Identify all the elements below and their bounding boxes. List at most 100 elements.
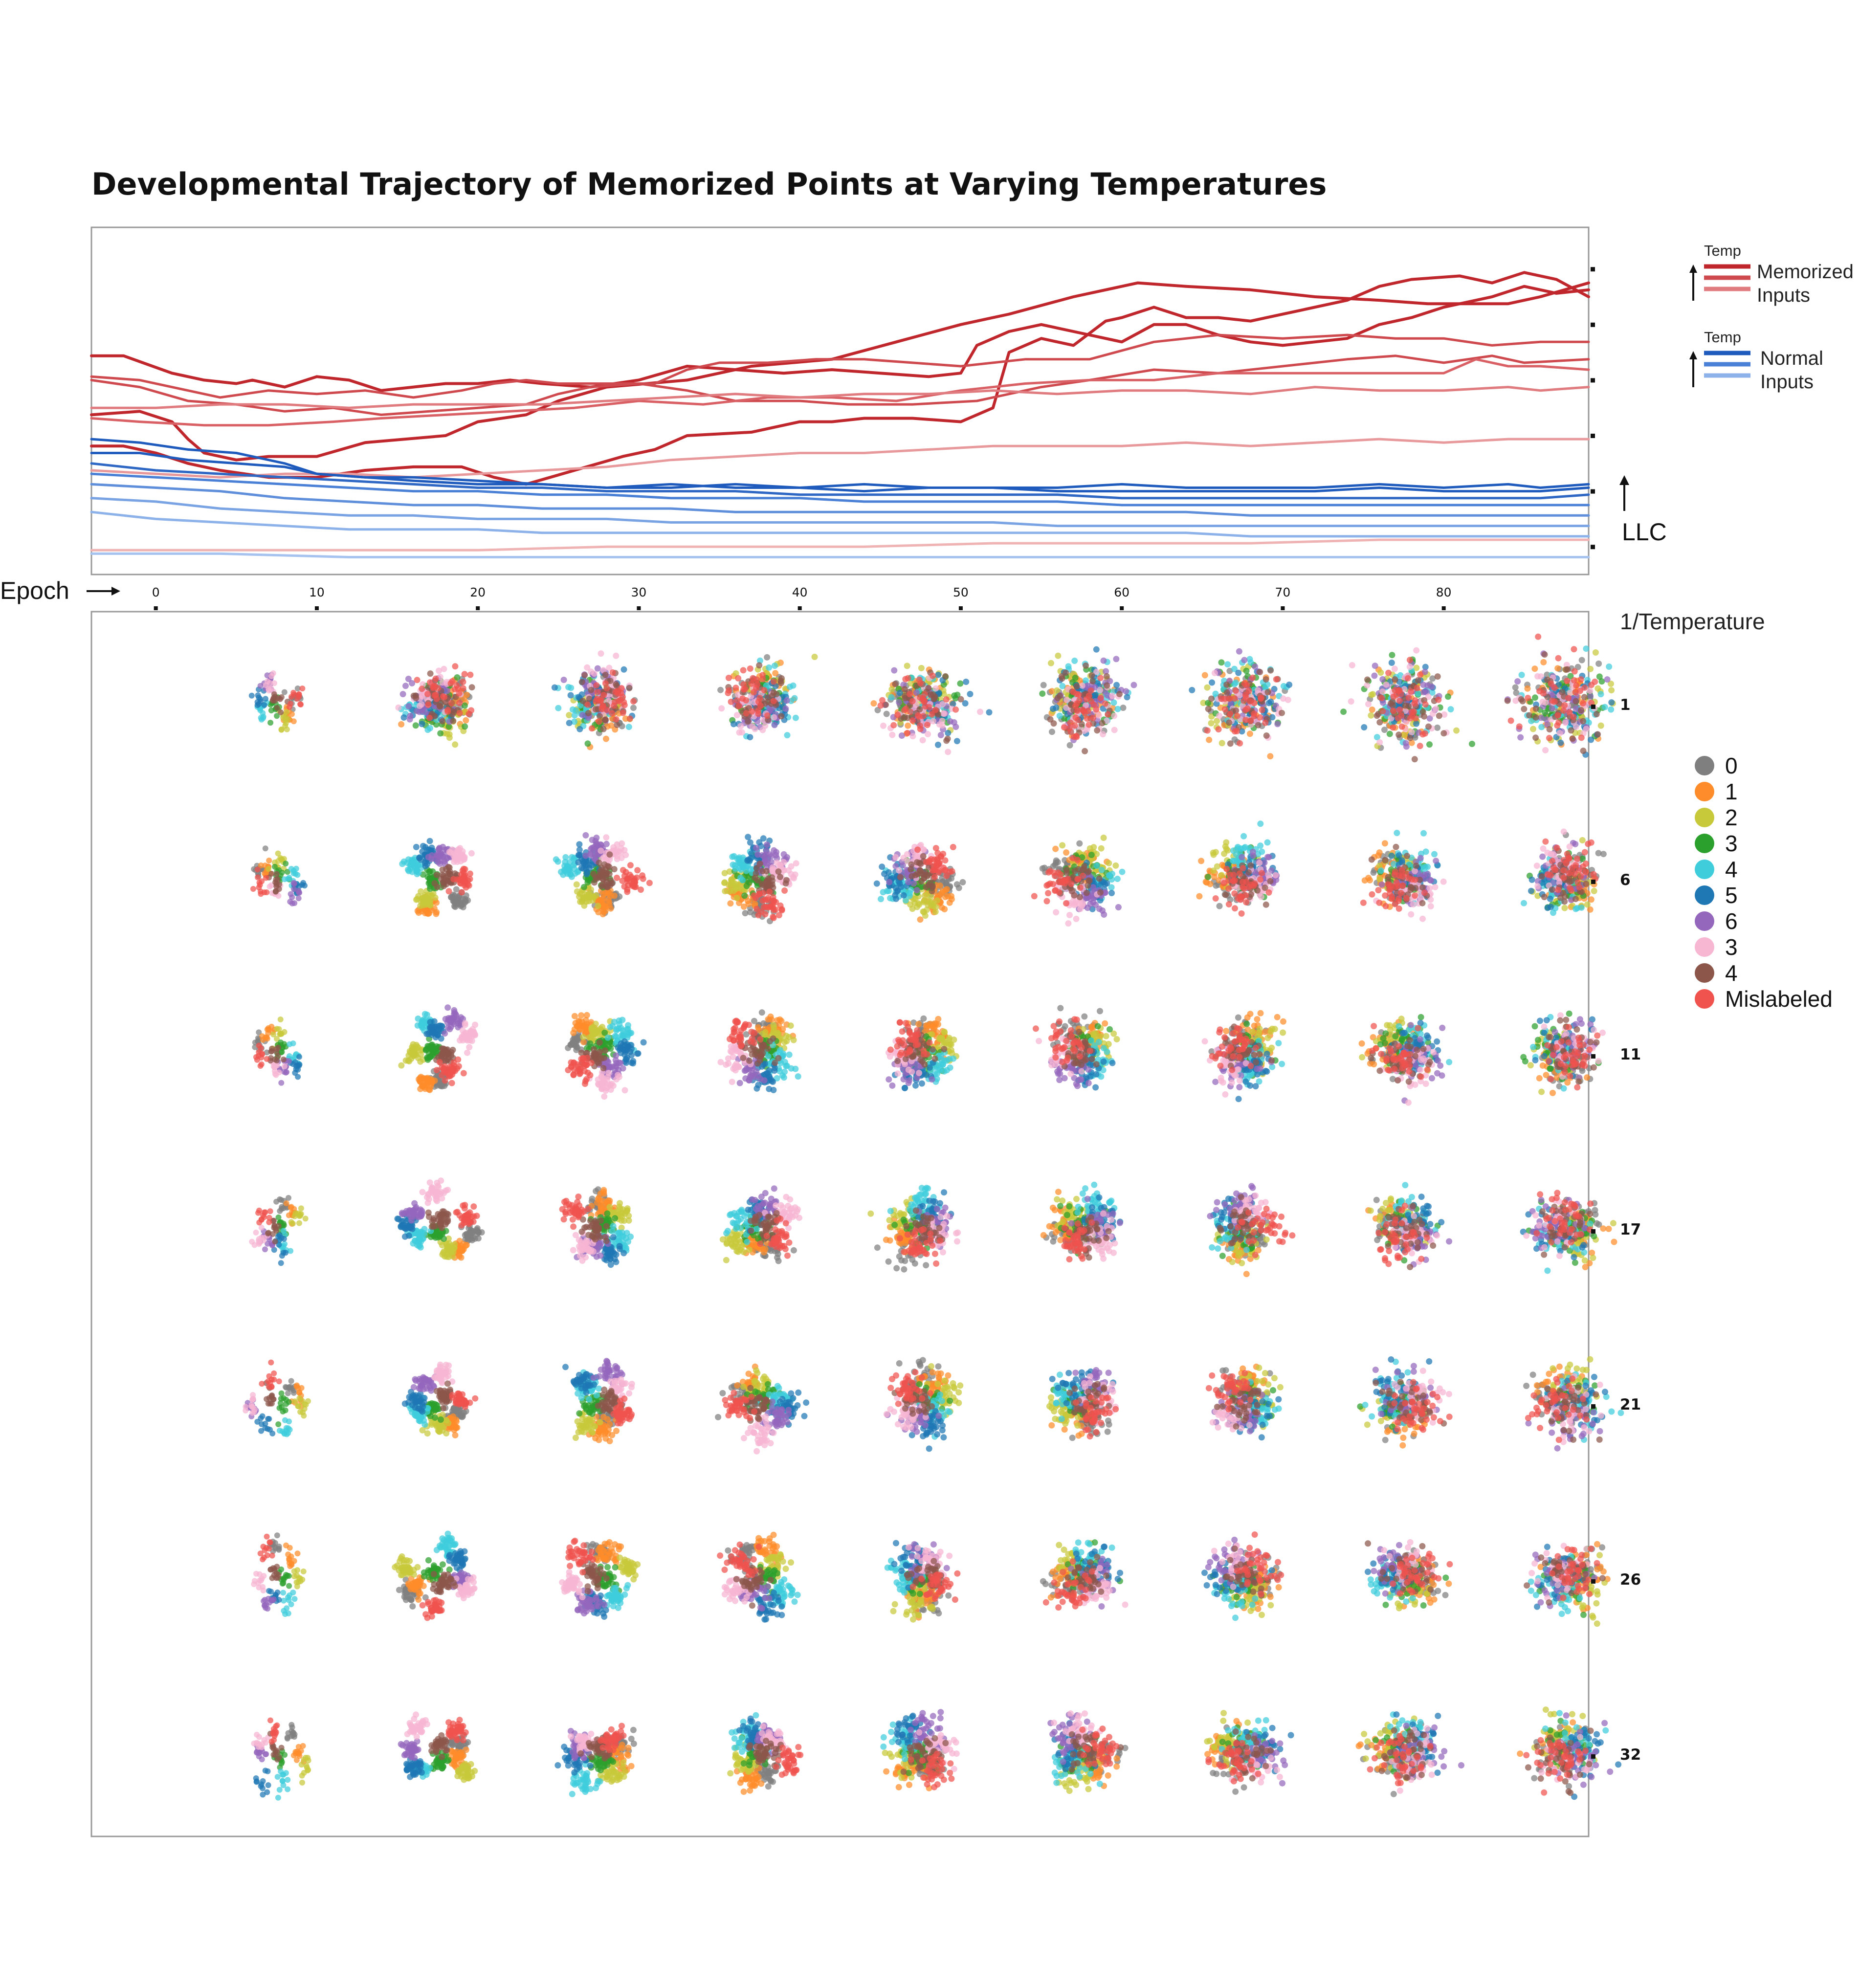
cluster-point (1531, 665, 1538, 672)
cluster-point (1089, 678, 1096, 685)
cluster-point (930, 903, 937, 909)
cluster-point (1096, 906, 1103, 912)
legend-memorized-line2: Inputs (1757, 285, 1810, 306)
cluster-point (771, 722, 778, 729)
cluster-point (904, 663, 910, 669)
cluster-point (1532, 734, 1539, 741)
cluster-point (1067, 729, 1074, 735)
cluster-point (445, 723, 452, 730)
cluster-point (1595, 660, 1602, 667)
cluster-point (1100, 657, 1107, 664)
cluster-point (1408, 688, 1415, 695)
cluster-point (733, 697, 740, 704)
epoch-label: Epoch (0, 577, 69, 604)
cluster-point (792, 714, 799, 721)
cluster-point (732, 865, 739, 872)
cluster-point (1090, 701, 1097, 708)
cluster-point (1205, 874, 1212, 881)
cluster-point (932, 845, 939, 852)
cluster-point (1050, 720, 1057, 727)
cluster-point (456, 710, 463, 716)
cluster-point (1436, 712, 1442, 719)
cluster-point (452, 663, 459, 670)
cluster-point (413, 843, 420, 850)
cluster-point (1554, 712, 1561, 719)
epoch-tick-label: 20 (470, 585, 486, 599)
cluster-point (290, 880, 297, 886)
cluster-point (1221, 706, 1228, 713)
cluster-point (750, 675, 756, 682)
cluster-point (448, 700, 455, 707)
cluster-point (1234, 712, 1240, 719)
cluster-point (770, 915, 777, 921)
cluster-point (926, 704, 932, 710)
cluster-point (1365, 701, 1372, 707)
cluster-point (1392, 676, 1398, 683)
llc-series-line-memorized-6 (90, 358, 1590, 427)
cluster-point (905, 722, 911, 729)
cluster-point (281, 689, 288, 695)
cluster-point (584, 879, 591, 886)
cluster-point (1397, 690, 1404, 697)
cluster-point (888, 686, 895, 693)
cluster-point (278, 694, 285, 700)
cluster-point (465, 710, 472, 717)
cluster-point (1065, 920, 1072, 927)
cluster-point (1108, 890, 1115, 896)
cluster-point (1517, 734, 1524, 741)
cluster-point (558, 868, 564, 875)
cluster-point (1104, 682, 1110, 689)
cluster-point (765, 895, 772, 902)
cluster-point (1562, 719, 1569, 726)
cluster-point (725, 689, 731, 696)
cluster-point (1390, 707, 1397, 714)
cluster-point (1113, 682, 1120, 688)
cluster-point (264, 889, 270, 895)
cluster-point (1210, 851, 1217, 858)
cluster-point (1409, 708, 1416, 715)
cluster-point (891, 667, 898, 674)
cluster-point (951, 719, 957, 726)
cluster-point (1230, 847, 1237, 854)
cluster-point (289, 900, 295, 906)
cluster-point (905, 675, 911, 682)
cluster-point (598, 697, 604, 704)
cluster-point (1379, 676, 1386, 683)
cluster-point (267, 720, 274, 726)
cluster-point (977, 708, 983, 715)
cluster-point (1368, 691, 1375, 698)
cluster-point (1077, 884, 1084, 891)
cluster-point (763, 860, 770, 867)
cluster-point (1597, 691, 1604, 698)
cluster-point (909, 717, 916, 724)
cluster-point (765, 904, 772, 911)
cluster-point (1408, 729, 1415, 736)
cluster-point (551, 684, 558, 691)
cluster-point (620, 709, 626, 716)
cluster-point (1031, 893, 1038, 900)
cluster-point (1372, 663, 1378, 669)
cluster-point (1453, 727, 1460, 734)
cluster-point (759, 676, 766, 683)
cluster-point (1554, 665, 1561, 672)
cluster-point (948, 893, 954, 900)
cluster-point (1378, 695, 1385, 702)
cluster-point (939, 717, 946, 724)
cluster-point (632, 884, 639, 890)
cluster-point (754, 707, 761, 714)
cluster-point (582, 852, 589, 859)
cluster-point (917, 680, 924, 686)
cluster-point (924, 722, 930, 729)
cluster-point (775, 868, 782, 875)
cluster-point (272, 888, 279, 894)
cluster-point (1201, 672, 1208, 679)
cluster-point (1240, 833, 1247, 839)
cluster-point (274, 705, 280, 711)
cluster-point (1542, 699, 1549, 706)
cluster-point (1246, 730, 1253, 737)
cluster-point (1417, 743, 1423, 750)
cluster-point (584, 869, 591, 876)
cluster-point (919, 737, 926, 744)
cluster-point (1557, 739, 1564, 746)
cluster-point (467, 671, 474, 678)
